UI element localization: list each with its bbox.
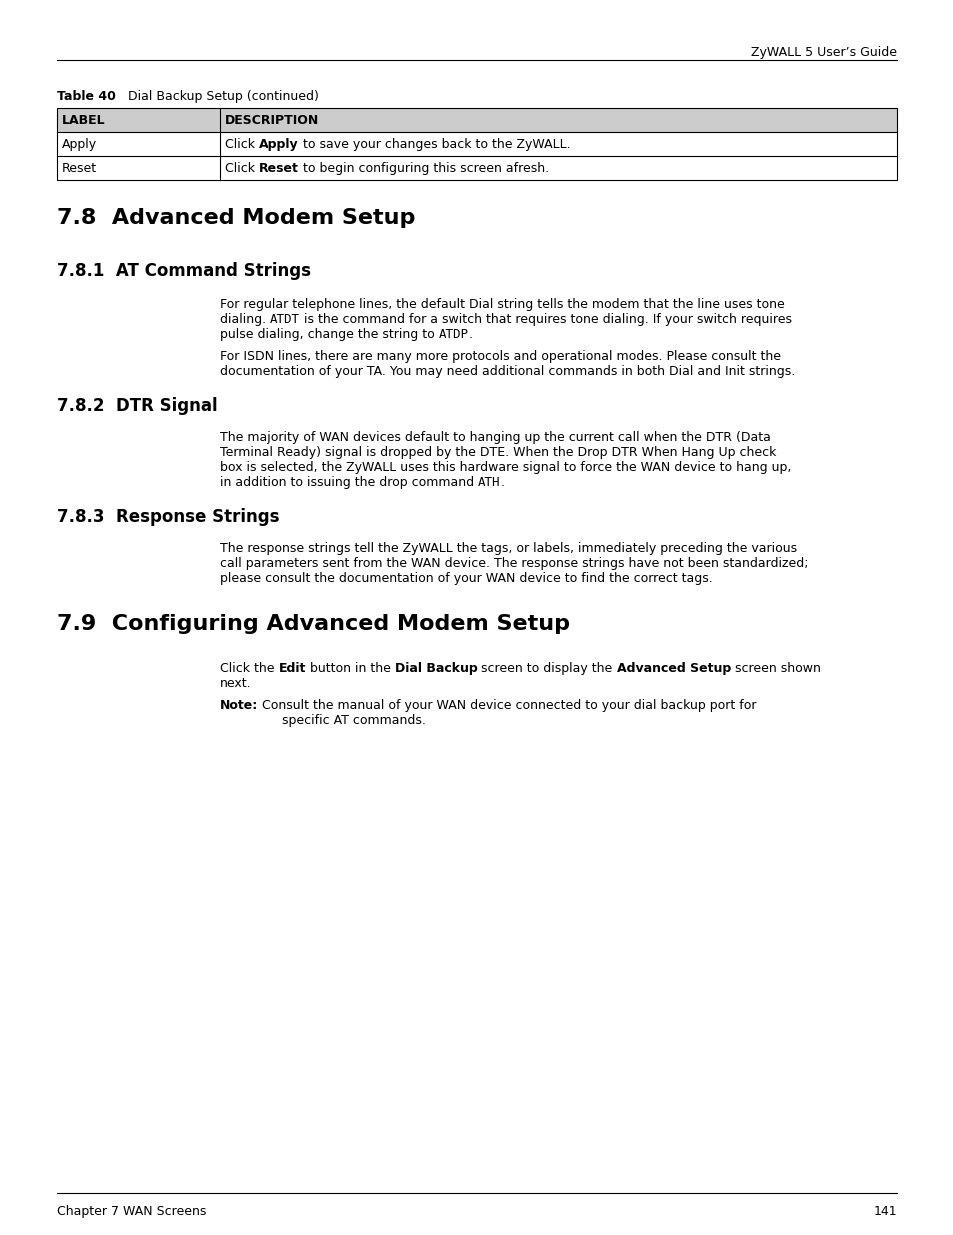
Text: Edit: Edit — [278, 662, 306, 676]
Text: Reset: Reset — [62, 162, 97, 175]
Bar — [57, 107, 896, 132]
Text: ZyWALL 5 User’s Guide: ZyWALL 5 User’s Guide — [750, 46, 896, 59]
Text: button in the: button in the — [306, 662, 395, 676]
Text: LABEL: LABEL — [62, 114, 106, 127]
Text: call parameters sent from the WAN device. The response strings have not been sta: call parameters sent from the WAN device… — [220, 557, 807, 571]
Text: Note:: Note: — [220, 699, 258, 713]
Text: screen to display the: screen to display the — [477, 662, 616, 676]
Text: is the command for a switch that requires tone dialing. If your switch requires: is the command for a switch that require… — [300, 312, 791, 326]
Text: Click: Click — [225, 138, 258, 151]
Text: Reset: Reset — [258, 162, 298, 175]
Text: Terminal Ready) signal is dropped by the DTE. When the Drop DTR When Hang Up che: Terminal Ready) signal is dropped by the… — [220, 446, 776, 459]
Text: 7.8.1  AT Command Strings: 7.8.1 AT Command Strings — [57, 262, 311, 280]
Text: 7.9  Configuring Advanced Modem Setup: 7.9 Configuring Advanced Modem Setup — [57, 614, 569, 634]
Text: Click: Click — [225, 162, 258, 175]
Text: to begin configuring this screen afresh.: to begin configuring this screen afresh. — [298, 162, 548, 175]
Text: box is selected, the ZyWALL uses this hardware signal to force the WAN device to: box is selected, the ZyWALL uses this ha… — [220, 461, 791, 474]
Text: Apply: Apply — [258, 138, 298, 151]
Text: to save your changes back to the ZyWALL.: to save your changes back to the ZyWALL. — [298, 138, 570, 151]
Text: 141: 141 — [872, 1205, 896, 1218]
Text: .: . — [468, 329, 473, 341]
Text: Click the: Click the — [220, 662, 278, 676]
Text: 7.8  Advanced Modem Setup: 7.8 Advanced Modem Setup — [57, 207, 415, 228]
Text: The majority of WAN devices default to hanging up the current call when the DTR : The majority of WAN devices default to h… — [220, 431, 770, 445]
Bar — [57, 107, 896, 180]
Text: ATDP: ATDP — [438, 329, 468, 341]
Text: For ISDN lines, there are many more protocols and operational modes. Please cons: For ISDN lines, there are many more prot… — [220, 350, 781, 363]
Text: screen shown: screen shown — [730, 662, 820, 676]
Text: 7.8.2  DTR Signal: 7.8.2 DTR Signal — [57, 396, 217, 415]
Text: DESCRIPTION: DESCRIPTION — [225, 114, 319, 127]
Text: Dial Backup: Dial Backup — [395, 662, 477, 676]
Text: .: . — [500, 475, 504, 489]
Text: pulse dialing, change the string to: pulse dialing, change the string to — [220, 329, 438, 341]
Text: ATH: ATH — [477, 475, 500, 489]
Text: please consult the documentation of your WAN device to find the correct tags.: please consult the documentation of your… — [220, 572, 712, 585]
Text: Apply: Apply — [62, 138, 97, 151]
Text: Consult the manual of your WAN device connected to your dial backup port for: Consult the manual of your WAN device co… — [257, 699, 756, 713]
Text: Chapter 7 WAN Screens: Chapter 7 WAN Screens — [57, 1205, 206, 1218]
Text: Table 40: Table 40 — [57, 90, 115, 103]
Text: 7.8.3  Response Strings: 7.8.3 Response Strings — [57, 508, 279, 526]
Text: For regular telephone lines, the default Dial string tells the modem that the li: For regular telephone lines, the default… — [220, 298, 784, 311]
Text: in addition to issuing the drop command: in addition to issuing the drop command — [220, 475, 477, 489]
Text: next.: next. — [220, 677, 252, 690]
Text: documentation of your TA. You may need additional commands in both Dial and Init: documentation of your TA. You may need a… — [220, 366, 795, 378]
Text: Dial Backup Setup (continued): Dial Backup Setup (continued) — [115, 90, 318, 103]
Text: ATDT: ATDT — [270, 312, 300, 326]
Text: Advanced Setup: Advanced Setup — [616, 662, 730, 676]
Text: dialing.: dialing. — [220, 312, 270, 326]
Text: The response strings tell the ZyWALL the tags, or labels, immediately preceding : The response strings tell the ZyWALL the… — [220, 542, 797, 555]
Text: specific AT commands.: specific AT commands. — [282, 714, 425, 727]
